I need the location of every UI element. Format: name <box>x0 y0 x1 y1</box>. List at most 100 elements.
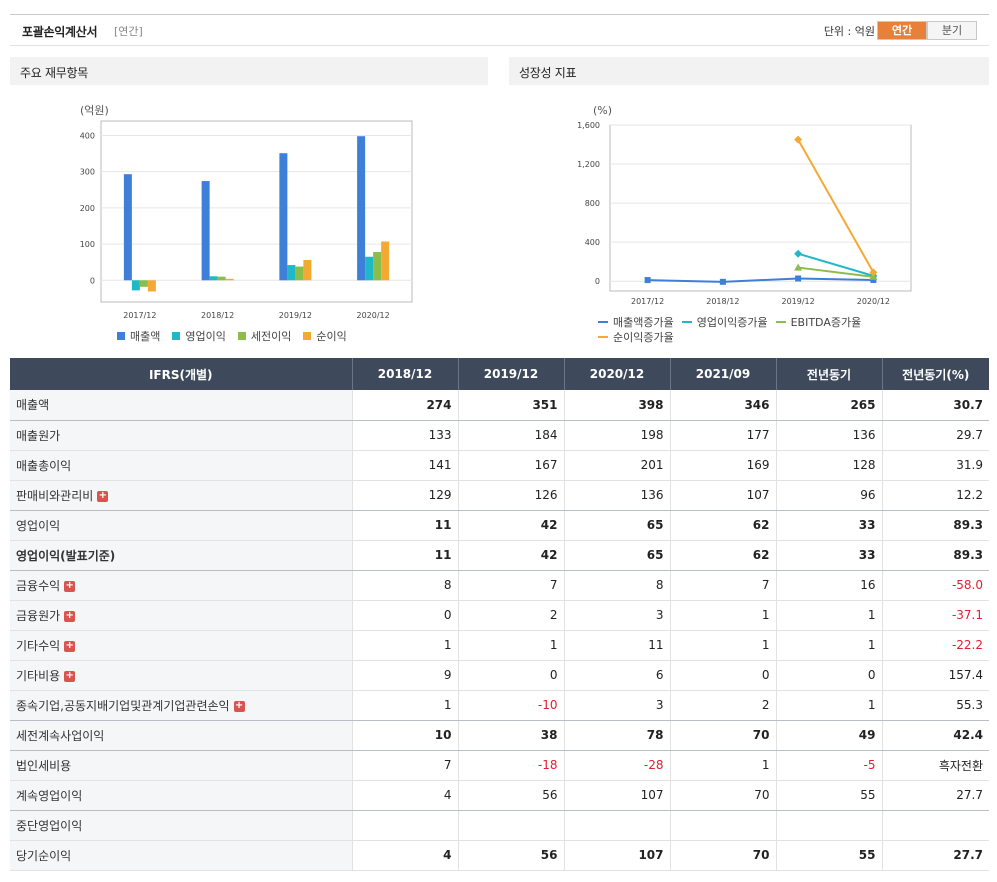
legend-swatch <box>598 335 608 338</box>
table-cell: 136 <box>775 420 882 451</box>
table-cell: 7 <box>669 570 776 601</box>
period-toggle: 연간 분기 <box>877 21 977 40</box>
table-cell: 107 <box>669 480 776 511</box>
line-x-tick-label: 2019/12 <box>782 297 815 306</box>
legend-swatch <box>775 320 786 323</box>
bar-mark <box>303 260 312 281</box>
row-label: 영업이익(발표기준) <box>10 540 352 571</box>
expand-icon[interactable]: + <box>64 579 76 592</box>
quarter-tab[interactable]: 분기 <box>927 21 977 40</box>
table-cell <box>457 810 564 841</box>
table-cell: 198 <box>563 420 670 451</box>
table-cell: -58.0 <box>881 570 989 601</box>
table-row: 매출원가 133 184 198 177 136 29.7 <box>10 420 989 451</box>
row-label-text: 세전계속사업이익 <box>16 728 105 743</box>
line-series <box>647 277 874 283</box>
column-header: 2020/12 <box>563 358 670 390</box>
statement-header: 포괄손익계산서 [연간] 단위 : 억원 연간 분기 <box>10 14 989 46</box>
key-financials-title: 주요 재무항목 <box>10 57 488 85</box>
bar-y-tick-label: 300 <box>80 168 95 177</box>
table-cell: 1 <box>775 630 882 661</box>
table-cell: 346 <box>669 390 776 421</box>
legend-label: 영업이익 <box>185 329 226 343</box>
column-header: 2019/12 <box>457 358 564 390</box>
table-cell: 2 <box>669 690 776 721</box>
table-cell: 55.3 <box>881 690 989 721</box>
column-header: 2021/09 <box>669 358 776 390</box>
legend-swatch <box>172 331 181 340</box>
row-label: 계속영업이익 <box>10 780 352 811</box>
row-label-text: 영업이익 <box>16 518 61 533</box>
table-cell: 96 <box>775 480 882 511</box>
table-row: 계속영업이익 4 56 107 70 55 27.7 <box>10 780 989 811</box>
expand-icon[interactable]: + <box>233 699 245 712</box>
table-cell: 0 <box>457 660 564 691</box>
row-label: 기타비용 + <box>10 660 352 691</box>
legend-swatch <box>598 320 608 323</box>
line-y-tick-label: 1,200 <box>577 160 600 169</box>
bar-mark <box>225 278 234 281</box>
expand-icon[interactable]: + <box>64 609 76 622</box>
table-cell: 11 <box>351 540 458 571</box>
table-cell: 49 <box>775 720 882 751</box>
bar-unit-label: (억원) <box>80 104 109 117</box>
row-label-text: 법인세비용 <box>16 758 72 773</box>
period-label: [연간] <box>114 25 143 38</box>
annual-tab[interactable]: 연간 <box>877 21 927 40</box>
table-cell: 129 <box>351 480 458 511</box>
table-cell: -10 <box>457 690 564 721</box>
table-row: 기타수익 +1 1 11 1 1 -22.2 <box>10 630 989 661</box>
bar-mark <box>287 265 296 281</box>
table-cell: 8 <box>351 570 458 601</box>
row-label-text: 금융원가 <box>16 608 61 623</box>
table-header-row: IFRS(개별) 2018/12 2019/12 2020/12 2021/09 전년동기… <box>10 358 989 390</box>
expand-icon[interactable]: + <box>64 669 76 682</box>
table-cell: 184 <box>457 420 564 451</box>
table-cell: 10 <box>351 720 458 751</box>
bar-mark <box>147 280 156 292</box>
row-label: 법인세비용 <box>10 750 352 781</box>
expand-icon[interactable]: + <box>97 489 109 502</box>
table-row: 종속기업,공동지배기업및관계기업관련손익 +1 -10 3 2 1 55.3 <box>10 690 989 721</box>
line-unit-label: (%) <box>593 104 612 117</box>
legend-label: EBITDA증가율 <box>790 315 862 329</box>
row-label-text: 기타수익 <box>16 638 61 653</box>
line-point <box>719 278 726 285</box>
legend-label: 세전이익 <box>250 329 292 343</box>
line-y-tick-label: 0 <box>595 277 600 286</box>
table-row: 금융원가 +0 2 3 1 1 -37.1 <box>10 600 989 631</box>
table-cell: -18 <box>457 750 564 781</box>
line-point <box>644 277 651 284</box>
table-cell: 6 <box>563 660 670 691</box>
row-label: 종속기업,공동지배기업및관계기업관련손익 + <box>10 690 352 721</box>
table-cell: 33 <box>775 540 882 571</box>
table-cell <box>563 810 670 841</box>
table-cell: 27.7 <box>881 780 989 811</box>
line-y-tick-label: 800 <box>585 199 600 208</box>
table-cell: -37.1 <box>881 600 989 631</box>
bar-mark <box>279 153 288 281</box>
row-label: 금융수익 + <box>10 570 352 601</box>
line-series <box>797 139 875 273</box>
legend-item: 매출액증가율 <box>598 314 674 329</box>
table-cell: 89.3 <box>881 510 989 541</box>
legend-swatch <box>681 320 692 323</box>
unit-label: 단위 : 억원 <box>823 25 875 38</box>
bar-mark <box>201 181 210 281</box>
legend-item: 순이익증가율 <box>598 329 674 344</box>
line-point <box>794 263 803 271</box>
table-cell: 70 <box>669 720 776 751</box>
income-statement-table: IFRS(개별) 2018/12 2019/12 2020/12 2021/09 전년동기… <box>10 358 989 871</box>
expand-icon[interactable]: + <box>64 639 76 652</box>
table-cell: 3 <box>563 600 670 631</box>
bar-mark <box>365 256 374 281</box>
table-cell: 65 <box>563 540 670 571</box>
line-point <box>869 268 878 277</box>
table-cell: 12.2 <box>881 480 989 511</box>
table-cell: 42 <box>457 510 564 541</box>
row-label: 영업이익 <box>10 510 352 541</box>
table-row: 금융수익 +8 7 8 7 16 -58.0 <box>10 570 989 601</box>
table-row: 매출총이익 141 167 201 169 128 31.9 <box>10 450 989 481</box>
legend-swatch <box>237 331 246 340</box>
table-cell <box>775 810 882 841</box>
